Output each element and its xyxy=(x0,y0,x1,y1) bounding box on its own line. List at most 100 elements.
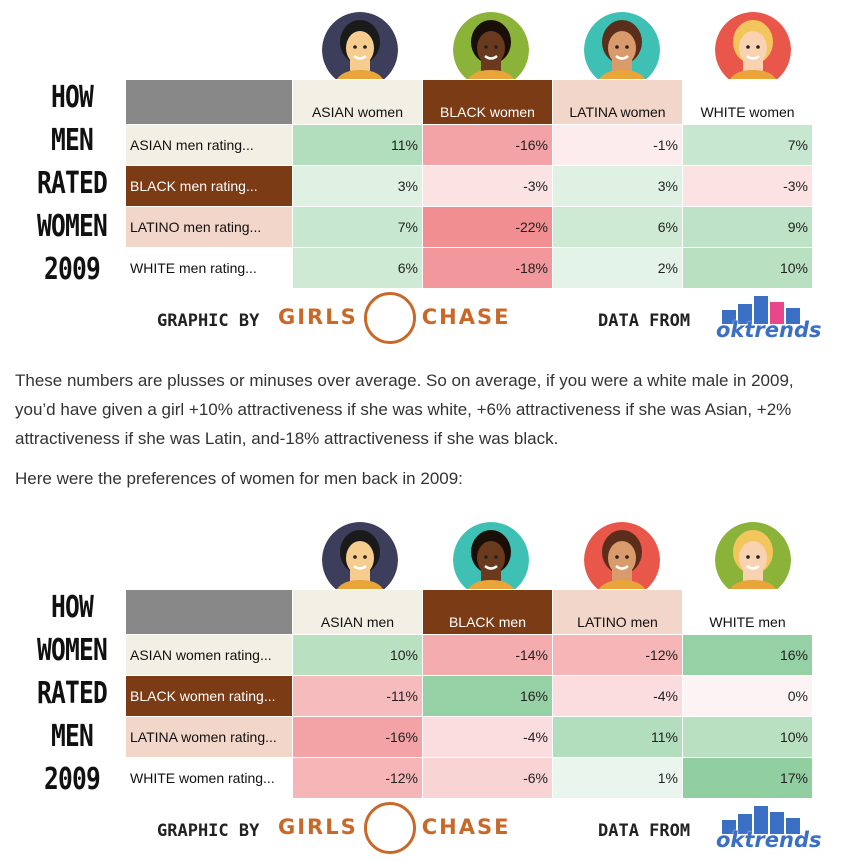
column-header: BLACK women xyxy=(422,79,553,125)
chart-women-rated-men: HOW WOMEN RATED MEN 2009 ASIAN men BLACK … xyxy=(0,510,850,861)
data-cell: 3% xyxy=(292,165,423,207)
table-corner xyxy=(125,589,293,635)
chart2-title-line: 2009 xyxy=(44,762,101,797)
body-paragraph-2: Here were the preferences of women for m… xyxy=(15,469,463,488)
data-cell: 2% xyxy=(552,247,683,289)
chase-text: CHASE xyxy=(421,305,511,329)
row-header: ASIAN women rating... xyxy=(125,634,293,676)
table-row: LATINA women rating... -16% -4% 11% 10% xyxy=(125,716,813,758)
chart1-table: ASIAN women BLACK women LATINA women WHITE … xyxy=(125,79,813,289)
chart1-title-line: 2009 xyxy=(44,252,101,287)
data-cell: 11% xyxy=(292,124,423,166)
girlschase-emblem-icon xyxy=(363,802,416,854)
black-woman-icon xyxy=(453,12,529,88)
data-cell: -12% xyxy=(552,634,683,676)
data-cell: -4% xyxy=(422,716,553,758)
data-cell: 1% xyxy=(552,757,683,799)
data-cell: -14% xyxy=(422,634,553,676)
data-cell: -4% xyxy=(552,675,683,717)
girls-text: GIRLS xyxy=(278,305,358,329)
chart1-title-line: RATED xyxy=(37,166,108,201)
data-cell: 7% xyxy=(292,206,423,248)
data-cell: 3% xyxy=(552,165,683,207)
row-header: BLACK men rating... xyxy=(125,165,293,207)
data-cell: 10% xyxy=(682,716,813,758)
row-header: WHITE men rating... xyxy=(125,247,293,289)
data-cell: -16% xyxy=(292,716,423,758)
table-row: BLACK men rating... 3% -3% 3% -3% xyxy=(125,165,813,207)
data-cell: 10% xyxy=(682,247,813,289)
row-header: ASIAN men rating... xyxy=(125,124,293,166)
girlschase-emblem-icon xyxy=(363,292,416,344)
row-header: LATINA women rating... xyxy=(125,716,293,758)
chart2-title-line: HOW xyxy=(51,590,94,625)
table-row: WHITE women rating... -12% -6% 1% 17% xyxy=(125,757,813,799)
data-cell: 16% xyxy=(422,675,553,717)
data-cell: 9% xyxy=(682,206,813,248)
chart2-title-line: RATED xyxy=(37,676,108,711)
data-cell: 6% xyxy=(292,247,423,289)
chart2-title-line: WOMEN xyxy=(37,633,108,668)
oktrends-logo: oktrends xyxy=(716,804,822,852)
body-paragraph: These numbers are plusses or minuses ove… xyxy=(15,371,794,448)
chart1-title-line: HOW xyxy=(51,80,94,115)
data-cell: -3% xyxy=(682,165,813,207)
white-man-icon xyxy=(715,522,791,598)
girlschase-logo: GIRLS CHASE xyxy=(278,802,510,854)
data-cell: -1% xyxy=(552,124,683,166)
table-row: WHITE men rating... 6% -18% 2% 10% xyxy=(125,247,813,289)
latina-woman-icon xyxy=(584,12,660,88)
data-from-label: DATA FROM xyxy=(598,821,691,841)
black-man-icon xyxy=(453,522,529,598)
latino-man-icon xyxy=(584,522,660,598)
chase-text: CHASE xyxy=(421,815,511,839)
asian-man-icon xyxy=(322,522,398,598)
data-cell: -16% xyxy=(422,124,553,166)
chart1-title-line: MEN xyxy=(51,123,94,158)
data-cell: 0% xyxy=(682,675,813,717)
column-header: ASIAN men xyxy=(292,589,423,635)
table-row: ASIAN men rating... 11% -16% -1% 7% xyxy=(125,124,813,166)
oktrends-logo: oktrends xyxy=(716,294,822,342)
data-cell: -18% xyxy=(422,247,553,289)
row-header: LATINO men rating... xyxy=(125,206,293,248)
row-header: WHITE women rating... xyxy=(125,757,293,799)
oktrends-text: oktrends xyxy=(716,828,822,852)
table-row: LATINO men rating... 7% -22% 6% 9% xyxy=(125,206,813,248)
column-header: LATINO men xyxy=(552,589,683,635)
data-cell: 16% xyxy=(682,634,813,676)
column-header: BLACK men xyxy=(422,589,553,635)
data-cell: -3% xyxy=(422,165,553,207)
row-header: BLACK women rating... xyxy=(125,675,293,717)
data-cell: -22% xyxy=(422,206,553,248)
data-cell: 6% xyxy=(552,206,683,248)
chart2-title-line: MEN xyxy=(51,719,94,754)
column-header: LATINA women xyxy=(552,79,683,125)
white-woman-icon xyxy=(715,12,791,88)
chart-men-rated-women: HOW MEN RATED WOMEN 2009 ASIAN women BLAC… xyxy=(0,0,850,350)
data-cell: -6% xyxy=(422,757,553,799)
table-row: BLACK women rating... -11% 16% -4% 0% xyxy=(125,675,813,717)
graphic-by-label: GRAPHIC BY xyxy=(157,821,260,841)
column-header: WHITE women xyxy=(682,79,813,125)
data-cell: 11% xyxy=(552,716,683,758)
data-cell: -11% xyxy=(292,675,423,717)
chart1-title-line: WOMEN xyxy=(37,209,108,244)
data-cell: 17% xyxy=(682,757,813,799)
column-header: WHITE men xyxy=(682,589,813,635)
chart1-title: HOW MEN RATED WOMEN 2009 xyxy=(22,76,122,291)
chart2-table: ASIAN men BLACK men LATINO men WHITE men ASI… xyxy=(125,589,813,799)
column-header: ASIAN women xyxy=(292,79,423,125)
girlschase-logo: GIRLS CHASE xyxy=(278,292,510,344)
data-cell: 10% xyxy=(292,634,423,676)
graphic-by-label: GRAPHIC BY xyxy=(157,311,260,331)
chart2-title: HOW WOMEN RATED MEN 2009 xyxy=(22,586,122,801)
table-corner xyxy=(125,79,293,125)
table-row: ASIAN women rating... 10% -14% -12% 16% xyxy=(125,634,813,676)
oktrends-text: oktrends xyxy=(716,318,822,342)
data-cell: 7% xyxy=(682,124,813,166)
asian-woman-icon xyxy=(322,12,398,88)
girls-text: GIRLS xyxy=(278,815,358,839)
data-from-label: DATA FROM xyxy=(598,311,691,331)
data-cell: -12% xyxy=(292,757,423,799)
